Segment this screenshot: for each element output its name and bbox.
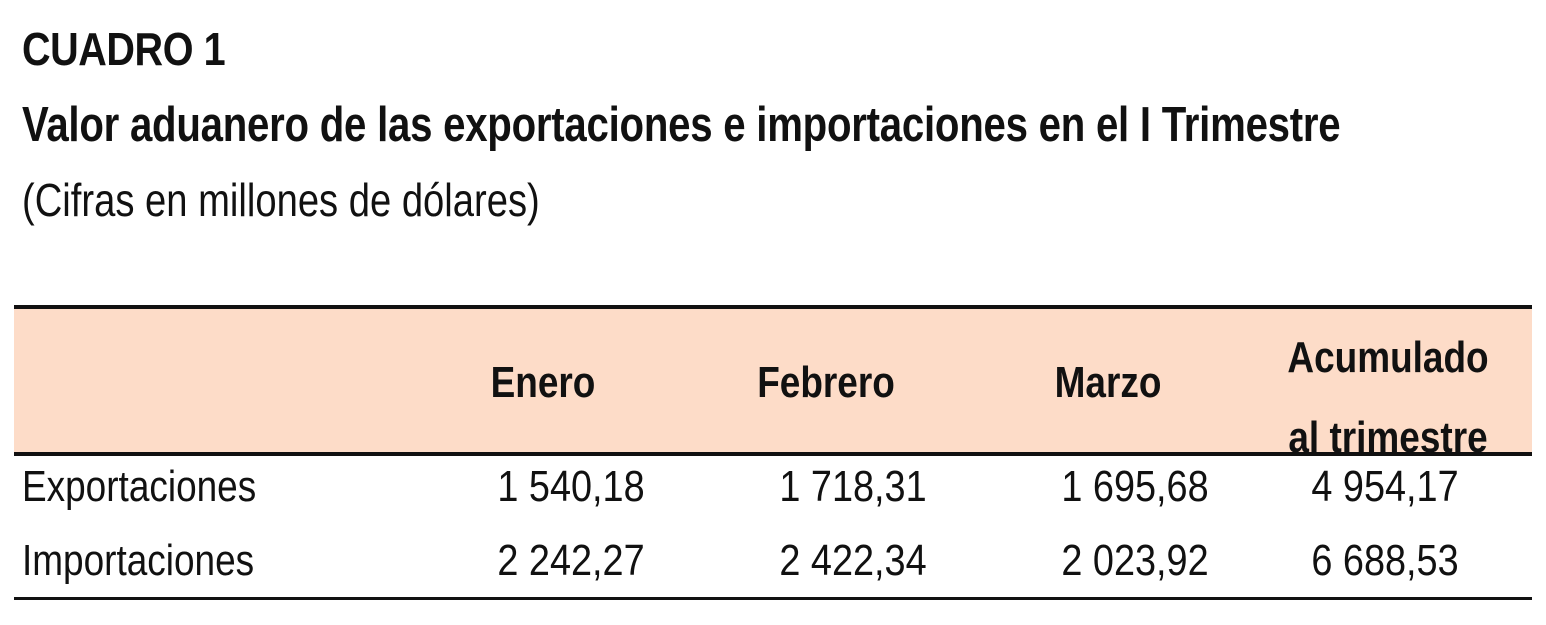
table-cell: 1 540,18 — [497, 462, 645, 511]
column-header-acumulado-line2: al trimestre — [1288, 413, 1488, 462]
table-cell: 1 695,68 — [1061, 462, 1209, 511]
header-row — [14, 309, 1532, 452]
table-cell: 4 954,17 — [1311, 462, 1459, 511]
column-header-marzo: Marzo — [1054, 358, 1162, 407]
table-cell: 2 023,92 — [1061, 536, 1209, 585]
top-rule — [14, 305, 1532, 309]
bottom-rule — [14, 597, 1532, 600]
row-label-exportaciones: Exportaciones — [22, 462, 257, 511]
table-cell: 2 242,27 — [497, 536, 645, 585]
table-title: Valor aduanero de las exportaciones e im… — [22, 98, 1341, 152]
row-label-importaciones: Importaciones — [22, 536, 255, 585]
column-header-febrero: Febrero — [757, 358, 895, 407]
table-cell: 1 718,31 — [779, 462, 927, 511]
column-header-acumulado-line1: Acumulado — [1287, 333, 1489, 382]
table-subtitle: (Cifras en millones de dólares) — [22, 174, 540, 226]
table-label: CUADRO 1 — [22, 23, 226, 75]
column-header-enero: Enero — [490, 358, 596, 407]
header-rule — [14, 452, 1532, 456]
table-cell: 6 688,53 — [1311, 536, 1459, 585]
table-cell: 2 422,34 — [779, 536, 927, 585]
column-header-acumulado: Acumulado al trimestre — [1287, 318, 1488, 478]
